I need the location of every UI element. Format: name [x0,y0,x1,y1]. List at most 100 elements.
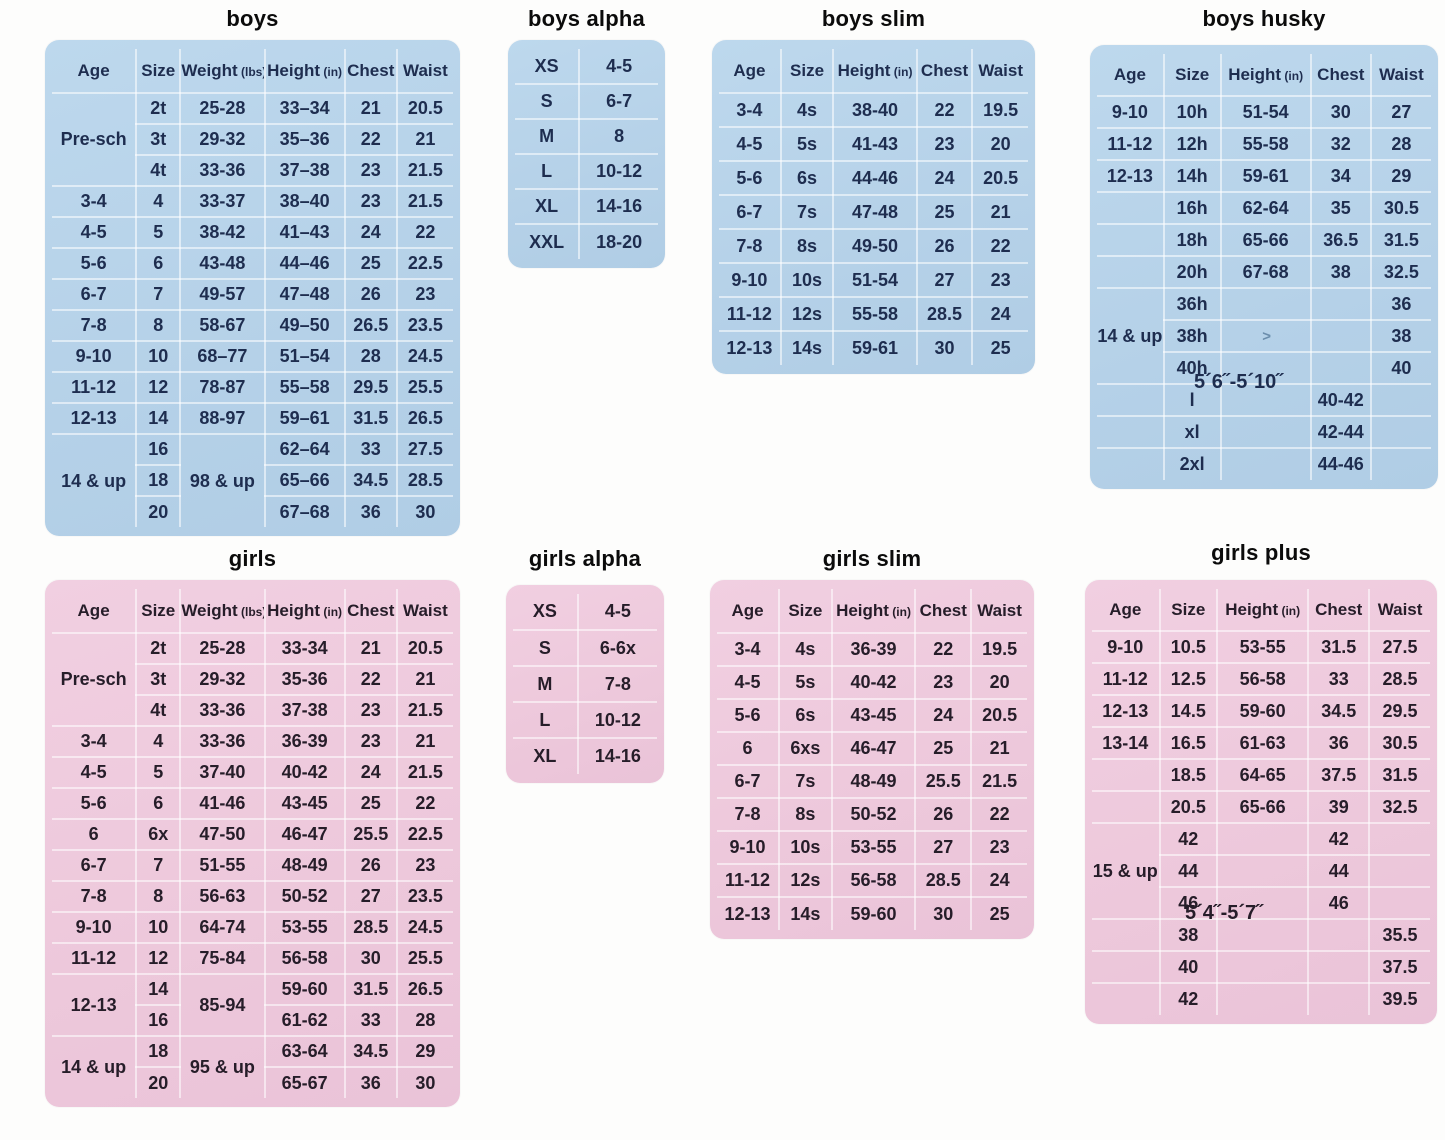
column-unit: (in) [890,64,913,79]
table-cell: 39.5 [1368,982,1431,1016]
table-cell: 88-97 [179,402,266,435]
table-row: 2xl 44-46 [1096,447,1433,481]
table-row: 7-8 8 58-67 49–50 26.5 23.5 [50,309,455,342]
girls-alpha-table-panel: girls alpha XS 4-5 S 6-6x M 7-8 L 10-12 XL 14-16 [506,546,664,783]
table-cell: 22 [395,787,455,820]
table-cell: 23 [971,262,1029,298]
table-cell: 44 [1307,854,1371,888]
table-cell: 30 [343,942,398,975]
table-cell: l [1162,383,1222,417]
table-cell: 20.5 [395,632,455,665]
girls-size-table: Age Size Weight (lbs) Height (in) Chest Waist… [50,588,455,1099]
table-cell: 18 [135,1035,182,1068]
column-header-age: Age [50,588,138,634]
table-cell: 2t [135,92,182,125]
table-cell: 22.5 [395,818,455,851]
table-row: 3t 29-32 35–36 22 21 [52,123,455,156]
table-cell: 30.5 [1368,726,1431,760]
header-row: Age Size Weight (lbs) Height (in) Chest Waist [50,588,455,634]
column-header-size: Size [1162,53,1222,97]
table-title-boys-slim: boys slim [821,6,926,31]
table-cell: 36 [343,1066,398,1099]
table-row: 4-5 5s 41-43 23 20 [718,126,1029,162]
table-cell: 8 [135,880,182,913]
table-row: 5-6 6 41-46 43-45 25 22 [50,787,455,820]
table-cell: 61-62 [263,1004,346,1037]
column-unit: (in) [888,604,911,619]
table-cell: 24.5 [395,340,455,373]
table-cell: 31.5 [343,402,398,435]
header-row: Age Size Height (in) Chest Waist [1096,53,1433,97]
table-cell: 42-44 [1309,415,1372,449]
table-row: L 10-12 [512,701,659,739]
table-cell: 12-13 [1096,159,1165,193]
table-cell: 43-45 [830,698,917,733]
table-row: 11-12 12 75-84 56-58 30 25.5 [50,942,455,975]
table-cell: S [512,629,579,667]
table-cell: 7 [135,849,182,882]
table-cell: 30 [1309,95,1372,129]
table-cell [1091,790,1161,824]
table-cell [1219,287,1312,321]
header-row: Age Size Height (in) Chest Waist [716,588,1028,634]
table-cell: 22 [343,663,398,696]
table-cell: 10s [778,830,833,865]
table-row: 46 46 [1092,886,1431,920]
table-cell: 39 [1307,790,1371,824]
table-cell: 29.5 [343,371,398,404]
table-cell: 51-54 [832,262,918,298]
column-header-waist: Waist [1368,588,1431,632]
table-cell: 4-5 [578,48,659,85]
table-row: 20.5 65-66 39 32.5 [1091,790,1431,824]
table-cell: 40-42 [830,665,917,700]
table-cell: 7-8 [50,309,138,342]
table-cell: 8 [578,118,659,155]
table-cell: 24 [343,216,398,249]
girls-alpha-table-card: XS 4-5 S 6-6x M 7-8 L 10-12 XL 14-16 [506,585,664,783]
table-row: xl 42-44 [1096,415,1433,449]
table-cell: M [513,118,581,155]
table-cell: 20.5 [395,92,455,125]
table-cell: 38-40 [832,92,918,128]
table-cell: 6-6x [576,629,659,667]
table-cell: 4s [779,92,835,128]
table-title-girls-plus: girls plus [1211,540,1311,565]
table-cell: 6 [135,787,182,820]
table-row: 40h 40 [1097,351,1433,385]
table-cell: 5-6 [50,787,138,820]
table-cell: 47-50 [179,818,266,851]
table-cell: 14h [1162,159,1222,193]
table-row: l 40-42 [1096,383,1433,417]
table-cell: 3-4 [50,725,138,758]
table-cell: 53-55 [263,911,346,944]
table-cell: 27 [1369,95,1433,129]
table-cell: 56-58 [830,863,917,898]
table-cell [1368,822,1431,856]
age-group-cell: Pre-sch [50,92,138,187]
column-header-age: Age [716,588,780,634]
table-row: 4-5 5s 40-42 23 20 [716,665,1028,700]
table-row: 13-14 16.5 61-63 36 30.5 [1091,726,1431,760]
table-cell: 18.5 [1158,758,1219,792]
table-row: 20 67–68 36 30 [52,495,455,528]
table-row: 4t 33-36 37-38 23 21.5 [52,694,455,727]
table-cell: XXL [513,223,581,260]
table-cell: 10s [779,262,835,298]
column-unit: (in) [320,64,343,79]
table-cell: 7-8 [50,880,138,913]
column-header-weight: Weight (lbs) [179,588,266,634]
table-cell [1309,287,1372,321]
table-cell: 75-84 [179,942,266,975]
table-cell: 56-58 [1216,662,1310,696]
column-header-chest: Chest [343,588,398,634]
boys-slim-table-card: Age Size Height (in) Chest Waist 3-4 4s 38-40 22… [712,40,1035,374]
table-cell: 42 [1158,982,1219,1016]
girls-plus-size-table: Age Size Height (in) Chest Waist 9-10 10.5 53-5… [1091,588,1431,1016]
table-cell: XS [513,48,581,85]
table-cell: 6s [779,160,835,196]
table-cell [1096,223,1165,257]
table-cell [1309,351,1372,385]
boys-slim-table-panel: boys slim Age Size Height (in) Chest Waist 3-… [712,6,1035,374]
column-header-size: Size [135,48,182,94]
table-cell: 25 [971,330,1029,366]
